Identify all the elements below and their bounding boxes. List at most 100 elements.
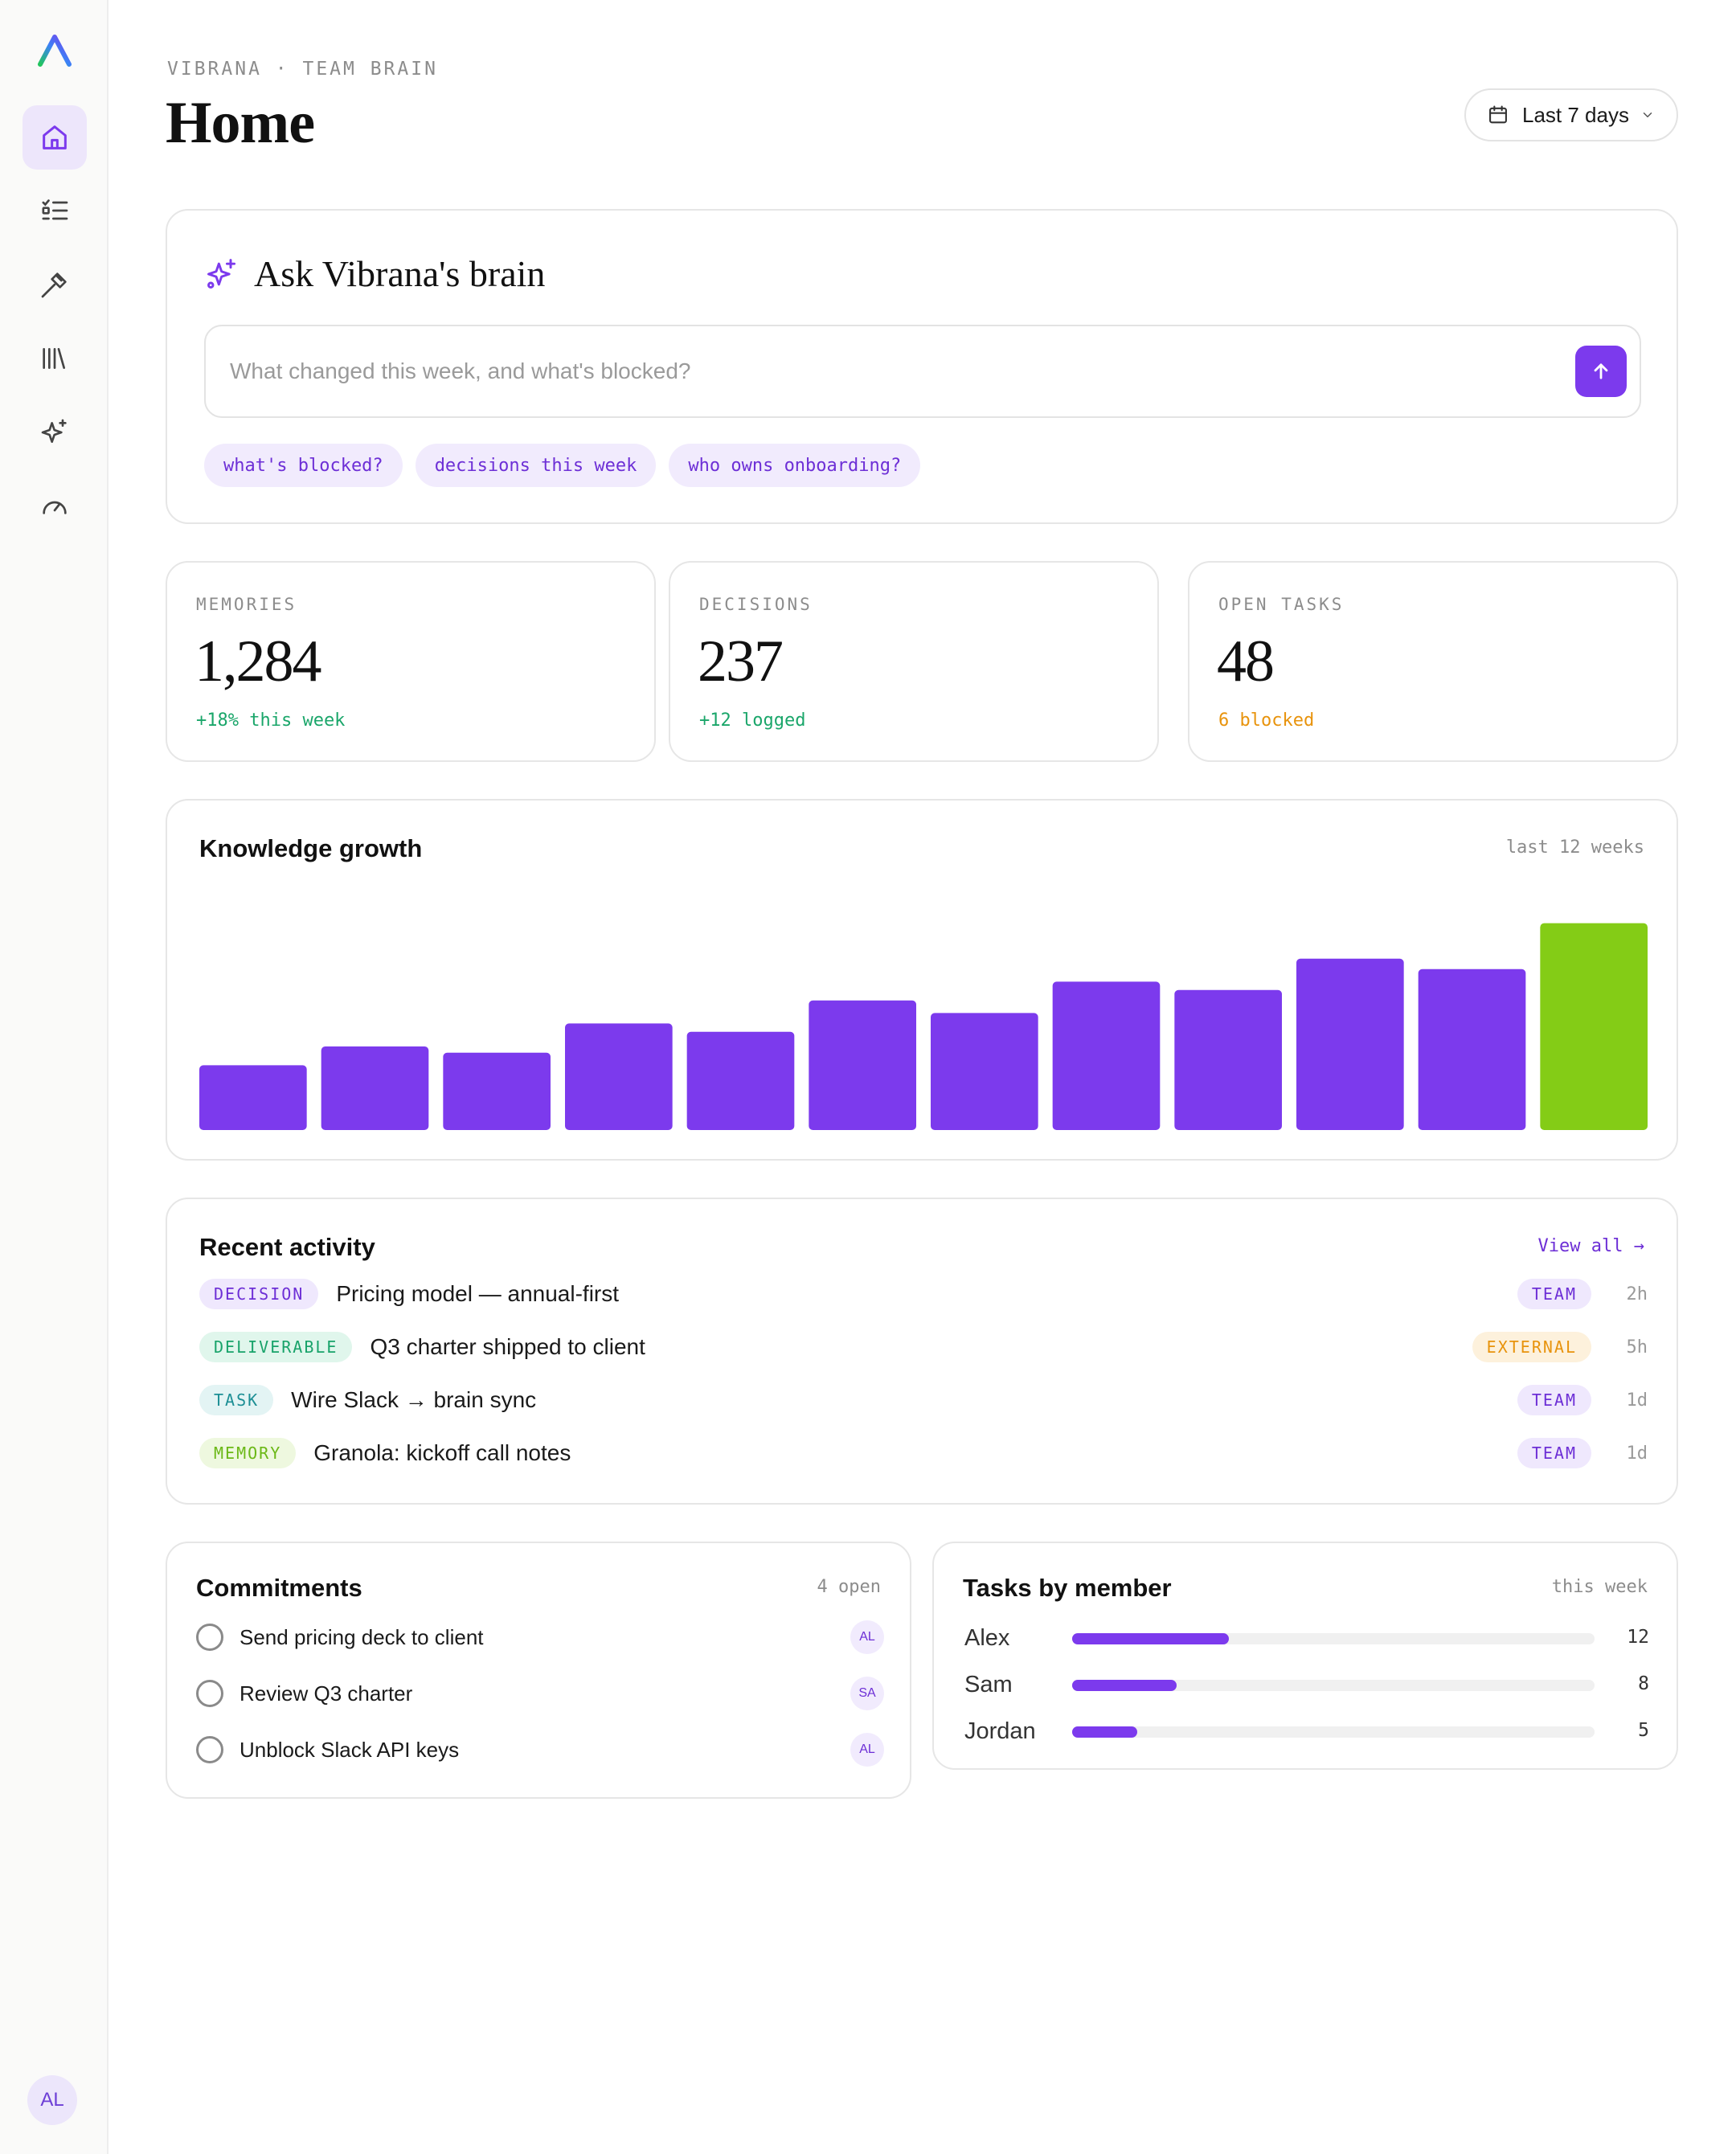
growth-bar	[1540, 923, 1648, 1130]
commitment-item: Review Q3 charter SA	[196, 1673, 884, 1714]
member-bar-track	[1072, 1726, 1595, 1738]
activity-time: 1d	[1626, 1390, 1648, 1411]
growth-bar	[931, 1013, 1038, 1130]
member-row: Sam 8	[964, 1664, 1649, 1704]
breadcrumb: VIBRANA · TEAM BRAIN	[167, 59, 438, 80]
activity-row[interactable]: DECISION Pricing model — annual-first TE…	[199, 1276, 1648, 1312]
owner-avatar: SA	[850, 1677, 884, 1710]
growth-bar	[1296, 958, 1404, 1130]
nav-home[interactable]	[23, 105, 87, 170]
growth-bar	[1418, 968, 1526, 1130]
member-bar-fill	[1072, 1726, 1138, 1738]
owner-avatar: AL	[850, 1620, 884, 1654]
commitment-text: Unblock Slack API keys	[240, 1737, 460, 1762]
commitments-count: 4 open	[817, 1577, 881, 1597]
activity-time: 2h	[1626, 1284, 1648, 1304]
growth-bar	[443, 1052, 551, 1130]
stat-value: 48	[1217, 629, 1275, 694]
activity-type-tag: DECISION	[199, 1279, 319, 1309]
commitment-checkbox[interactable]	[196, 1736, 223, 1763]
nav-library[interactable]	[23, 326, 87, 391]
nav-metrics[interactable]	[23, 474, 87, 538]
member-name: Sam	[964, 1672, 1013, 1697]
tasks-by-member-title: Tasks by member	[963, 1574, 1172, 1602]
vibrana-logo[interactable]	[35, 32, 74, 68]
commitments-card: Commitments 4 open Send pricing deck to …	[166, 1542, 911, 1799]
member-bar-fill	[1072, 1680, 1177, 1691]
activity-type-tag: TASK	[199, 1385, 274, 1415]
member-task-count: 12	[1627, 1627, 1649, 1648]
member-bar-track	[1072, 1633, 1595, 1644]
stat-value: 1,284	[194, 629, 321, 694]
commitment-checkbox[interactable]	[196, 1624, 223, 1651]
view-all-link[interactable]: View all →	[1537, 1236, 1644, 1256]
ask-brain-title: Ask Vibrana's brain	[204, 252, 545, 295]
activity-meta: TEAM 2h	[1517, 1279, 1648, 1309]
commitment-text: Review Q3 charter	[240, 1681, 413, 1706]
member-task-count: 5	[1638, 1720, 1649, 1741]
activity-meta: TEAM 1d	[1517, 1385, 1648, 1415]
stat-delta: +18% this week	[196, 710, 346, 731]
knowledge-growth-card: Knowledge growth last 12 weeks	[166, 799, 1678, 1161]
audience-badge: TEAM	[1517, 1279, 1591, 1309]
nav-tasks[interactable]	[23, 178, 87, 243]
activity-title-text: Wire Slack → brain sync	[291, 1387, 537, 1412]
activity-type-tag: DELIVERABLE	[199, 1332, 353, 1362]
chevron-down-icon	[1643, 113, 1652, 117]
gauge-icon	[43, 501, 67, 514]
activity-row[interactable]: DELIVERABLE Q3 charter shipped to client…	[199, 1329, 1648, 1365]
member-row: Jordan 5	[964, 1710, 1649, 1751]
growth-bar	[1052, 981, 1161, 1130]
suggestion-chip[interactable]: decisions this week	[415, 444, 657, 487]
user-avatar[interactable]: AL	[27, 2075, 77, 2125]
commitments-title: Commitments	[196, 1574, 362, 1602]
audience-badge: TEAM	[1517, 1385, 1591, 1415]
activity-title-text: Q3 charter shipped to client	[370, 1334, 645, 1359]
ask-brain-card: Ask Vibrana's brain what's blocked? deci…	[166, 209, 1678, 524]
activity-title-text: Pricing model — annual-first	[336, 1281, 620, 1306]
activity-time: 5h	[1626, 1337, 1648, 1358]
arrow-up-icon	[1594, 363, 1608, 379]
stat-value: 237	[698, 629, 784, 694]
hammer-icon	[41, 272, 67, 298]
library-icon	[43, 348, 65, 369]
stat-card-decisions[interactable]: DECISIONS 237 +12 logged	[669, 561, 1159, 762]
commitment-checkbox[interactable]	[196, 1680, 223, 1707]
growth-bar	[686, 1031, 795, 1130]
suggestion-chip[interactable]: what's blocked?	[204, 444, 403, 487]
knowledge-growth-chart	[199, 923, 1648, 1130]
stat-card-open-tasks[interactable]: OPEN TASKS 48 6 blocked	[1188, 561, 1678, 762]
audience-badge: EXTERNAL	[1472, 1332, 1591, 1362]
audience-badge: TEAM	[1517, 1438, 1591, 1468]
ask-brain-heading: Ask Vibrana's brain	[254, 253, 546, 294]
activity-row[interactable]: MEMORY Granola: kickoff call notes TEAM …	[199, 1435, 1648, 1471]
stat-label: MEMORIES	[196, 595, 297, 614]
activity-title-text: Granola: kickoff call notes	[313, 1440, 571, 1465]
activity-row[interactable]: TASK Wire Slack → brain sync TEAM 1d	[199, 1382, 1648, 1418]
stat-label: OPEN TASKS	[1218, 595, 1345, 614]
activity-meta: TEAM 1d	[1517, 1438, 1648, 1468]
date-range-dropdown[interactable]: Last 7 days	[1464, 88, 1678, 141]
growth-bar	[321, 1046, 429, 1130]
sparkles-icon	[207, 258, 236, 289]
activity-type-tag: MEMORY	[199, 1438, 297, 1468]
chart-range-label: last 12 weeks	[1505, 837, 1644, 858]
page-title: Home	[166, 90, 315, 156]
suggestion-chips: what's blocked? decisions this week who …	[204, 444, 921, 487]
stat-card-memories[interactable]: MEMORIES 1,284 +18% this week	[166, 561, 656, 762]
owner-avatar: AL	[850, 1733, 884, 1767]
growth-bar	[809, 1000, 916, 1130]
ask-input[interactable]	[230, 326, 1516, 416]
nav-build[interactable]	[23, 252, 87, 317]
activity-meta: EXTERNAL 5h	[1472, 1332, 1648, 1362]
send-button[interactable]	[1575, 346, 1627, 397]
growth-bar	[565, 1023, 673, 1130]
commitment-item: Unblock Slack API keys AL	[196, 1730, 884, 1770]
date-range-label: Last 7 days	[1522, 102, 1629, 127]
stat-delta: 6 blocked	[1218, 710, 1315, 731]
recent-activity-card: Recent activity View all → DECISION Pric…	[166, 1198, 1678, 1505]
member-row: Alex 12	[964, 1617, 1649, 1657]
nav-ai[interactable]	[23, 400, 87, 465]
activity-title: Recent activity	[199, 1233, 375, 1261]
suggestion-chip[interactable]: who owns onboarding?	[669, 444, 921, 487]
